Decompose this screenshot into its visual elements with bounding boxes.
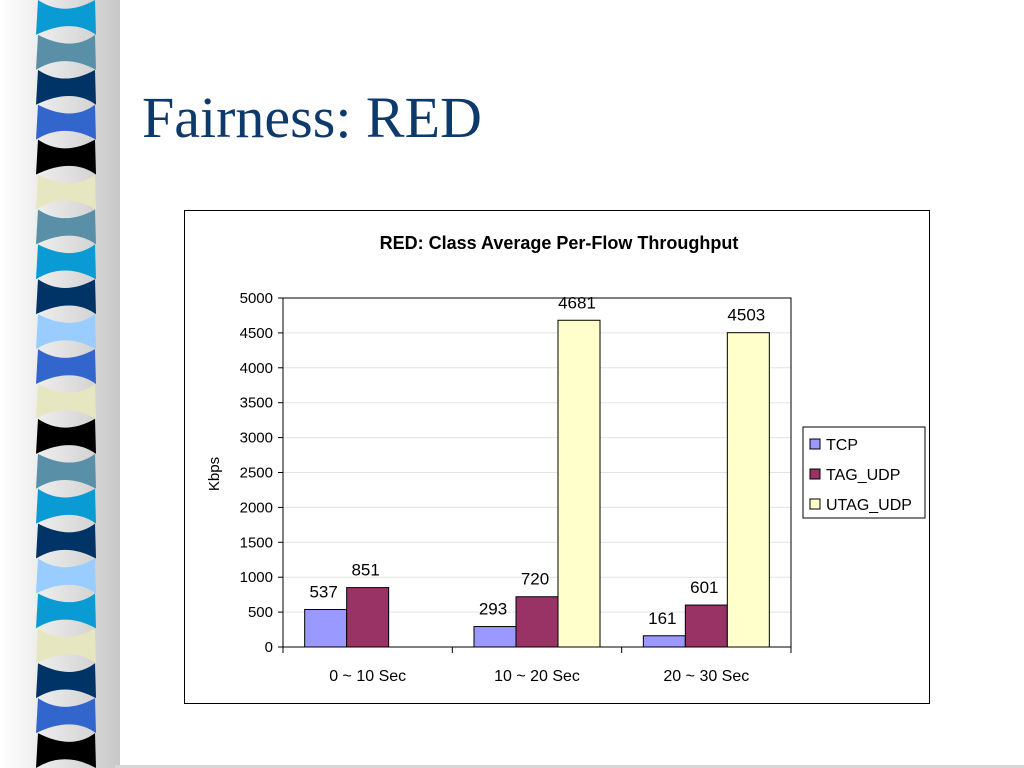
y-tick-label: 500 — [248, 604, 273, 621]
stripe-block — [36, 244, 96, 280]
y-tick-label: 3000 — [240, 430, 273, 447]
bottom-divider — [115, 765, 1024, 768]
x-tick-label: 0 ~ 10 Sec — [329, 668, 406, 685]
x-tick-label: 10 ~ 20 Sec — [494, 668, 580, 685]
stripe-block — [36, 593, 96, 629]
data-label: 161 — [648, 609, 676, 628]
stripe-block — [36, 663, 96, 699]
stripe-block — [36, 314, 96, 350]
legend-label: TCP — [826, 437, 858, 454]
legend-swatch — [809, 468, 821, 480]
bar-tag_udp — [346, 587, 390, 648]
y-tick-label: 4500 — [240, 325, 273, 342]
y-tick-label: 3500 — [240, 395, 273, 412]
data-label: 851 — [351, 561, 379, 580]
y-tick-label: 2000 — [240, 499, 273, 516]
y-tick-label: 2500 — [240, 465, 273, 482]
data-label: 4681 — [558, 293, 596, 312]
stripe-block — [36, 349, 96, 384]
data-label: 293 — [479, 600, 507, 619]
stripe-block — [36, 698, 96, 734]
y-tick-label: 1000 — [240, 569, 273, 586]
bar-chart: RED: Class Average Per-Flow Throughput K… — [206, 233, 926, 685]
y-tick-label: 5000 — [240, 290, 273, 307]
chart-title: RED: Class Average Per-Flow Throughput — [380, 233, 739, 253]
legend-label: UTAG_UDP — [826, 497, 912, 514]
stripe-block — [36, 558, 96, 594]
y-axis-label: Kbps — [206, 457, 223, 491]
y-tick-label: 1500 — [240, 534, 273, 551]
decorative-stripe-band — [0, 0, 120, 768]
stripe-block — [36, 523, 96, 559]
y-tick-label: 4000 — [240, 360, 273, 377]
data-label: 601 — [690, 578, 718, 597]
bar-tcp — [304, 609, 348, 648]
data-label: 537 — [309, 583, 337, 602]
legend-swatch — [809, 438, 821, 450]
bar-tag_udp — [684, 604, 728, 648]
stripe-block — [36, 279, 96, 315]
stripe-block — [36, 69, 96, 105]
slide-title: Fairness: RED — [142, 85, 482, 150]
legend-box — [802, 426, 926, 519]
stripe-block — [36, 139, 96, 175]
data-label: 720 — [521, 570, 549, 589]
y-tick-label: 0 — [265, 639, 273, 656]
stripe-block — [36, 209, 96, 245]
legend-label: TAG_UDP — [826, 467, 900, 484]
stripe-block — [36, 0, 96, 35]
stripe-block — [36, 733, 96, 768]
bar-tcp — [642, 635, 686, 648]
data-label: 4503 — [727, 306, 765, 325]
bar-utag_udp — [726, 332, 770, 648]
stripe-block — [36, 453, 96, 489]
stripe-block — [36, 418, 96, 454]
bar-utag_udp — [557, 319, 601, 648]
stripe-block — [36, 384, 96, 419]
bar-tcp — [473, 626, 517, 648]
stripe-block — [36, 104, 96, 140]
legend-swatch — [809, 498, 821, 510]
bar-tag_udp — [515, 596, 559, 648]
stripe-block — [36, 488, 96, 524]
x-tick-label: 20 ~ 30 Sec — [663, 668, 749, 685]
stripe-block — [36, 628, 96, 664]
stripe-block — [36, 34, 96, 70]
stripe-block — [36, 174, 96, 210]
chart-frame: RED: Class Average Per-Flow Throughput K… — [184, 210, 930, 704]
